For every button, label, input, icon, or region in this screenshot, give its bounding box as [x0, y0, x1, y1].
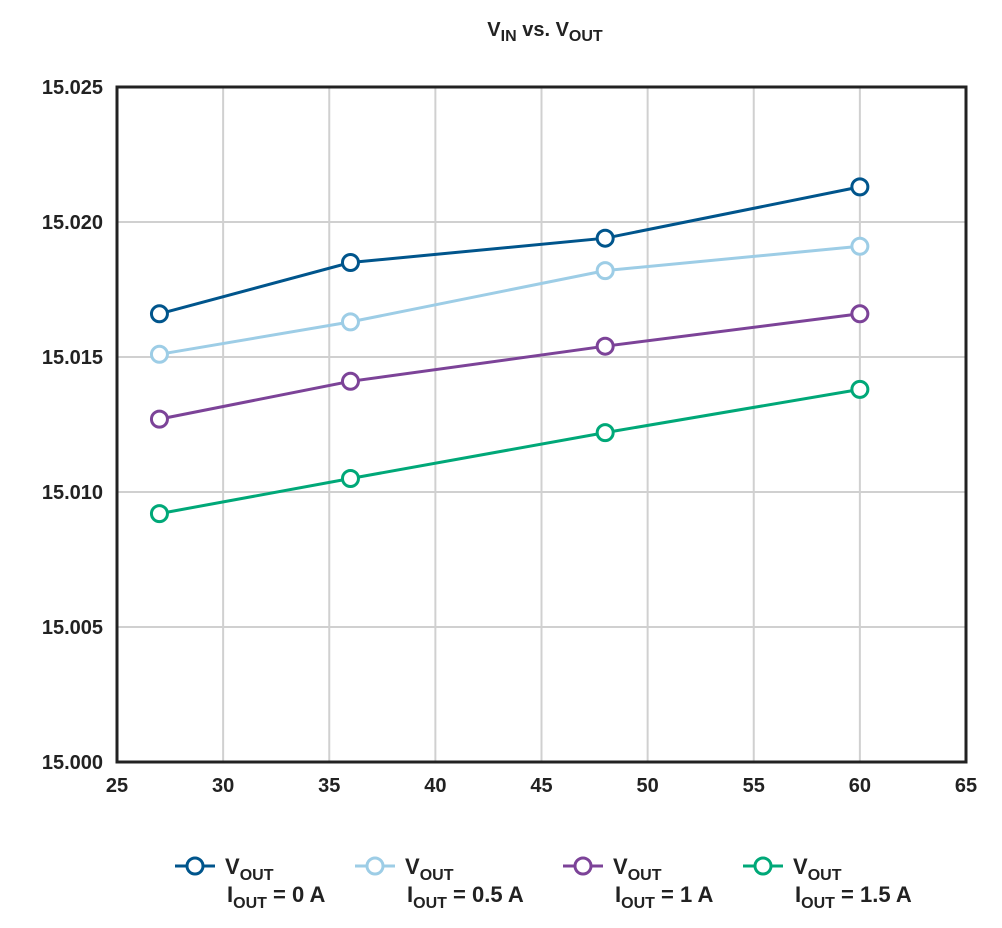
- legend-marker: [365, 856, 385, 876]
- grid: [116, 86, 967, 763]
- data-point: [595, 423, 615, 443]
- data-point: [149, 304, 169, 324]
- axes: 25 30 35 40 45 50 55 60 65 15.000 15.005 15.010 15.0…: [42, 77, 977, 797]
- legend-label-line2: IOUT = 0.5 A: [407, 882, 524, 912]
- series-line: [159, 312, 861, 421]
- x-tick-label: 45: [530, 775, 552, 797]
- y-tick-label: 15.010: [42, 482, 103, 504]
- legend-marker: [573, 856, 593, 876]
- chart-title: VIN vs. VOUT: [487, 19, 603, 45]
- legend-label-line2: IOUT = 0 A: [227, 882, 326, 912]
- series-3: [149, 379, 870, 524]
- data-point: [850, 379, 870, 399]
- data-point: [340, 253, 360, 272]
- data-point: [850, 236, 870, 256]
- x-tick-label: 30: [212, 775, 234, 797]
- data-point: [149, 409, 169, 429]
- series-1: [149, 236, 870, 364]
- legend-marker: [185, 856, 205, 876]
- data-point: [340, 469, 360, 488]
- legend-label-line1: VOUT: [225, 854, 274, 884]
- y-tick-label: 15.025: [42, 77, 103, 99]
- series-group: [149, 177, 870, 524]
- legend-label-line2: IOUT = 1.5 A: [795, 882, 912, 912]
- data-point: [340, 312, 360, 332]
- plot-frame: [115, 85, 968, 764]
- x-tick-label: 50: [637, 775, 659, 797]
- data-point: [595, 261, 615, 281]
- data-point: [595, 336, 615, 356]
- data-point: [595, 228, 615, 248]
- legend-label-line1: VOUT: [613, 854, 662, 884]
- series-0: [149, 177, 870, 324]
- y-tick-label: 15.000: [42, 752, 103, 774]
- x-tick-label: 25: [106, 775, 128, 797]
- series-2: [149, 304, 870, 429]
- x-tick-label: 35: [318, 775, 340, 797]
- data-point: [850, 304, 870, 324]
- legend-marker: [753, 856, 773, 876]
- legend-label-line1: VOUT: [793, 854, 842, 884]
- x-tick-label: 65: [955, 775, 977, 797]
- y-tick-label: 15.015: [42, 347, 103, 369]
- series-line: [159, 387, 861, 516]
- data-point: [149, 504, 169, 524]
- y-tick-label: 15.020: [42, 212, 103, 234]
- legend-label-line1: VOUT: [405, 854, 454, 884]
- x-tick-label: 55: [743, 775, 765, 797]
- data-point: [340, 371, 360, 391]
- series-line: [159, 244, 861, 356]
- data-point: [149, 344, 169, 364]
- y-tick-label: 15.005: [42, 617, 103, 639]
- data-point: [850, 177, 870, 197]
- x-tick-label: 60: [849, 775, 871, 797]
- series-line: [159, 185, 861, 316]
- legend-label-line2: IOUT = 1 A: [615, 882, 714, 912]
- x-tick-label: 40: [424, 775, 446, 797]
